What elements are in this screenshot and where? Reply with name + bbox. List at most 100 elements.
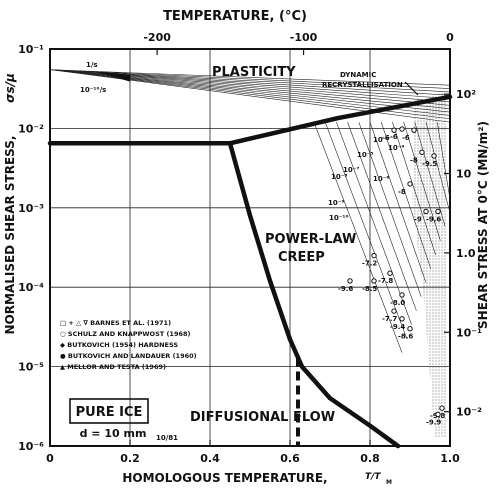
- x-tick-label: 0.4: [200, 452, 220, 465]
- boundary-plasticity: [47, 94, 453, 146]
- contour-line-creep: [436, 122, 451, 199]
- rate-label-2: 10⁻¹⁰/s: [80, 86, 106, 94]
- data-point: [407, 181, 413, 187]
- contour-label-a: 10⁻⁶: [373, 175, 390, 183]
- x-tick-label: 1.0: [440, 452, 460, 465]
- legend-item-2: ○ SCHULZ AND KNAPPWOST (1968): [60, 330, 191, 338]
- legend-item-5: ▲ MELLOR AND TESTA (1969): [60, 363, 166, 371]
- region-creep: CREEP: [278, 250, 325, 265]
- data-point: [435, 208, 441, 215]
- data-point-label: -7.7: [382, 315, 397, 323]
- y-tick-label: 10⁻⁶: [18, 440, 44, 453]
- axis-ticks: 0 0.2 0.4 0.6 0.8 1.0 10⁻⁶ 10⁻⁵ 10⁻⁴ 10⁻³ 10⁻² 10⁻¹…: [18, 31, 482, 465]
- contour-line-creep: [313, 122, 403, 353]
- data-point: [407, 326, 413, 332]
- legend-item-3: ◆ BUTKOVICH (1954) HARDNESS: [60, 341, 178, 349]
- data-points: -6 -6 -6-8 -9.5-8-9 -9.6-7.2-7.8-9.6 -8.5-8.0…: [338, 126, 445, 426]
- contour-line-creep: [324, 122, 408, 339]
- y-axis-symbol: σs/μ: [3, 73, 17, 103]
- data-point-label: -8: [410, 156, 418, 164]
- chart-subtitle: d = 10 mm: [80, 427, 147, 440]
- data-point-label: -6: [402, 134, 410, 142]
- region-diffusional-flow: DIFFUSIONAL FLOW: [190, 410, 335, 425]
- annotation-dynamic: DYNAMIC: [340, 71, 376, 79]
- y-axis-title: NORMALISED SHEAR STRESS,: [3, 136, 17, 335]
- top-axis-title: TEMPERATURE, (°C): [163, 9, 307, 24]
- data-point-label: -9: [414, 215, 422, 223]
- rate-wedge: [95, 71, 130, 82]
- data-point: [391, 127, 397, 133]
- contour-label-b: 10⁻⁸: [331, 173, 348, 181]
- contour-label-g: 10⁻⁹: [328, 199, 345, 207]
- legend-item-4: ● BUTKOVICH AND LANDAUER (1960): [60, 352, 197, 360]
- data-point: [431, 153, 437, 159]
- legend: □ + △ ∇ BARNES ET AL. (1971) ○ SCHULZ AN…: [60, 319, 197, 371]
- data-point-label: -8.0: [390, 299, 405, 307]
- top-tick-label: -200: [143, 31, 171, 44]
- plot-frame: [49, 48, 451, 447]
- data-point: [371, 278, 377, 284]
- right-tick-label: 1.0: [456, 247, 476, 260]
- contour-line-plasticity: [49, 69, 451, 86]
- data-point-label: -6: [382, 134, 390, 142]
- right-axis-title: SHEAR STRESS AT 0°C (MN/m²): [476, 121, 490, 329]
- contour-line-creep: [347, 122, 417, 311]
- boundary-power-law-diffusional: [227, 141, 401, 449]
- data-point: [411, 127, 417, 133]
- contour-label-h: 10⁻¹⁰: [329, 214, 349, 222]
- contour-line-creep: [403, 122, 441, 241]
- region-power-law: POWER-LAW: [265, 232, 356, 247]
- contour-line-creep: [380, 122, 432, 269]
- rate-label-1: 1/s: [86, 61, 98, 69]
- top-tick-label: -100: [290, 31, 318, 44]
- data-point: [371, 252, 377, 259]
- region-plasticity: PLASTICITY: [212, 65, 296, 80]
- grid: [50, 49, 450, 446]
- field-boundaries: [47, 71, 453, 449]
- annotation-recrystallisation: RECRYSTALLISATION: [322, 81, 403, 89]
- data-point-label: -9.6: [338, 285, 353, 293]
- y-tick-label: 10⁻⁵: [18, 361, 44, 374]
- y-tick-label: 10⁻³: [18, 202, 44, 215]
- contour-line-creep: [414, 122, 446, 227]
- contour-line-plasticity: [49, 69, 451, 93]
- data-point-label: -9.6: [426, 215, 441, 223]
- x-tick-label: 0.8: [360, 452, 380, 465]
- figure-code: 10/81: [156, 434, 178, 442]
- x-axis-unit-sub: M: [386, 479, 392, 486]
- data-point-label: -9.9: [426, 418, 441, 426]
- right-tick-label: 10: [456, 168, 472, 181]
- contour-line-plasticity: [49, 69, 451, 89]
- data-point: [387, 270, 393, 276]
- contour-line-creep: [425, 122, 451, 213]
- y-tick-label: 10⁻¹: [18, 43, 44, 56]
- y-tick-label: 10⁻⁴: [18, 281, 44, 294]
- right-tick-label: 10⁻²: [456, 406, 482, 419]
- chart-title: PURE ICE: [76, 405, 143, 420]
- contour-line-creep: [369, 122, 427, 283]
- data-point-label: -6: [390, 133, 398, 141]
- data-point: [399, 126, 405, 132]
- contour-line-creep: [358, 122, 422, 297]
- contour-line-creep: [392, 122, 436, 255]
- data-point: [399, 292, 405, 298]
- contour-line-plasticity: [49, 69, 451, 123]
- contour-label-c: 10⁻⁷: [343, 166, 360, 174]
- top-tick-label: 0: [446, 31, 454, 44]
- data-point-label: -8: [398, 188, 406, 196]
- data-point-label: -7.8: [378, 277, 393, 285]
- x-axis-title: HOMOLOGOUS TEMPERATURE,: [122, 471, 327, 485]
- x-tick-label: 0.6: [280, 452, 300, 465]
- data-point: [391, 308, 397, 314]
- data-point: [347, 278, 353, 284]
- contour-label-d: 10⁻⁴: [388, 144, 405, 152]
- recrystallisation-arrow: [404, 81, 419, 96]
- x-tick-label: 0.2: [120, 452, 140, 465]
- contour-line-creep: [336, 122, 412, 325]
- data-point: [435, 411, 441, 418]
- data-point: [399, 316, 405, 322]
- x-axis-unit: T/T: [365, 472, 381, 482]
- data-point: [419, 149, 425, 156]
- data-point-label: -9.5: [422, 160, 437, 168]
